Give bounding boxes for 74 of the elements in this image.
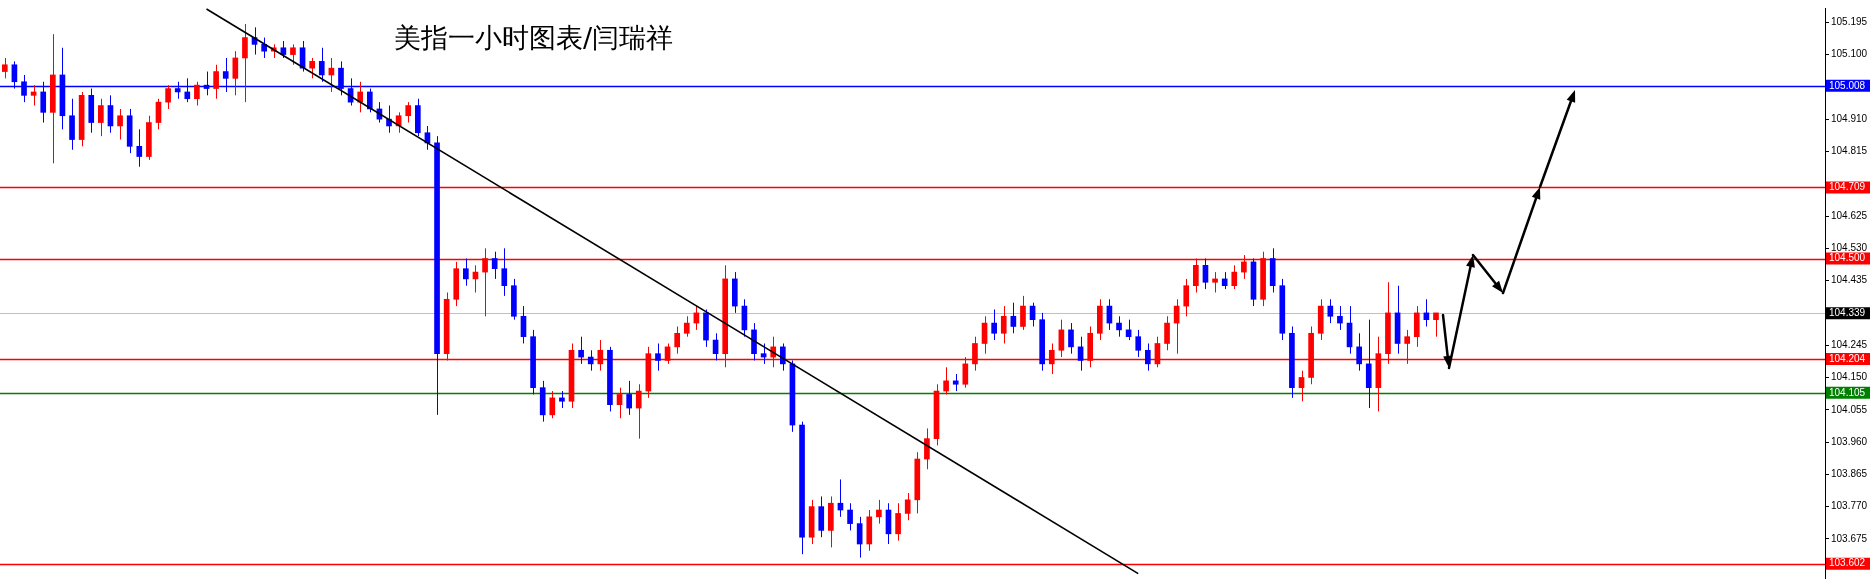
candlestick [357, 81, 364, 113]
candlestick [674, 325, 680, 355]
y-tick-label: 103.770 [1831, 500, 1868, 512]
candlestick [501, 247, 508, 297]
candlestick [1231, 264, 1238, 290]
candlestick [463, 258, 469, 287]
y-tick-label: 105.195 [1831, 16, 1868, 28]
y-tick-label: 104.150 [1831, 371, 1868, 383]
candlestick [991, 308, 997, 341]
y-tick-label: 104.625 [1831, 209, 1868, 221]
candlestick [1327, 298, 1334, 324]
candlestick [924, 427, 930, 470]
ref-line-label: 105.008 [1829, 79, 1866, 91]
candlestick [1212, 271, 1218, 293]
candlestick [290, 43, 296, 66]
y-tick-label: 103.865 [1831, 468, 1868, 480]
candlestick [405, 101, 412, 124]
candlestick [895, 502, 901, 542]
candlestick [117, 108, 123, 141]
ref-line-label: 104.105 [1829, 386, 1866, 398]
candlestick [213, 64, 219, 100]
y-tick-label: 104.530 [1831, 242, 1868, 254]
ref-line-label: 104.500 [1829, 252, 1866, 264]
candlestick [683, 315, 690, 338]
candlestick [318, 47, 325, 83]
y-tick-label: 104.245 [1831, 338, 1868, 350]
candlestick [1, 57, 8, 79]
y-tick-label: 104.910 [1831, 112, 1868, 124]
candlestick [616, 387, 623, 419]
candlestick [1010, 302, 1017, 334]
candlestick [1164, 315, 1170, 351]
ref-line-label: 103.602 [1829, 557, 1866, 569]
candlestick [587, 349, 594, 372]
candlestick [1116, 315, 1122, 338]
ref-line-label: 104.204 [1829, 352, 1866, 364]
candlestick [242, 23, 248, 103]
candlestick [780, 342, 786, 372]
text: 美指一小时图表/闫瑞祥 [394, 22, 674, 54]
candlestick [1068, 322, 1074, 355]
y-tick-label: 104.435 [1831, 274, 1868, 286]
candlestick [904, 492, 911, 521]
candlestick [876, 499, 882, 525]
ref-line-label: 104.339 [1829, 306, 1866, 318]
y-tick-label: 104.815 [1831, 145, 1868, 157]
candlestick [98, 98, 104, 137]
candlestick [655, 342, 661, 372]
candlestick [309, 57, 315, 79]
ref-line-label: 104.709 [1829, 181, 1866, 193]
candlestick [1145, 342, 1151, 372]
candlestick [549, 390, 556, 419]
candlestick [1020, 295, 1026, 331]
y-tick-label: 105.100 [1831, 48, 1868, 60]
candlestick [1202, 258, 1209, 290]
candlestick [626, 380, 632, 416]
candlestick [578, 336, 584, 365]
candlestick [1000, 305, 1007, 344]
y-tick-label: 103.960 [1831, 435, 1868, 447]
candlestick [1135, 329, 1142, 358]
candlestick [491, 251, 498, 280]
candlestick [232, 50, 239, 96]
candlestick [136, 128, 143, 168]
candlestick [635, 383, 642, 440]
y-tick-label: 104.055 [1831, 403, 1868, 415]
y-tick-label: 103.675 [1831, 532, 1868, 544]
candlestick [1298, 370, 1305, 402]
candlestick [194, 81, 200, 107]
candlestick [1356, 332, 1362, 372]
candlestick [943, 366, 949, 395]
candlestick [1183, 278, 1190, 317]
candlestick [856, 516, 863, 559]
candlestick [1337, 305, 1343, 331]
candlestick [366, 88, 373, 113]
candlestick [847, 502, 853, 531]
candlestick [165, 84, 171, 110]
